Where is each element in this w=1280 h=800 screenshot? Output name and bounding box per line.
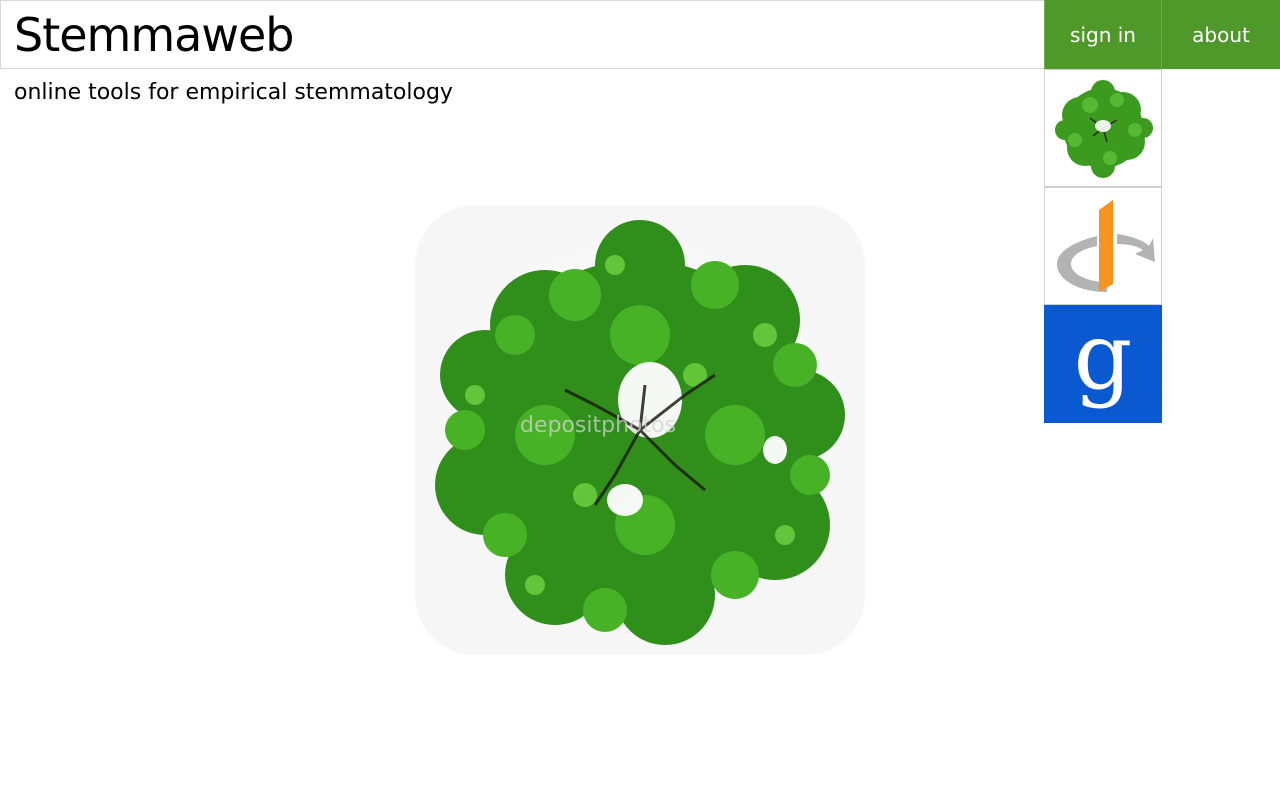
hero-tree-image bbox=[415, 205, 865, 655]
google-g-icon: g bbox=[1073, 305, 1133, 410]
header-bar: Stemmaweb bbox=[0, 0, 1044, 69]
hero-watermark: depositphotos bbox=[520, 413, 677, 438]
tagline: online tools for empirical stemmatology bbox=[14, 80, 453, 105]
sign-in-button[interactable]: sign in bbox=[1044, 0, 1161, 69]
google-login-tile[interactable]: g bbox=[1044, 305, 1162, 423]
openid-login-tile[interactable] bbox=[1044, 187, 1162, 305]
about-button[interactable]: about bbox=[1161, 0, 1280, 69]
stemmaweb-login-tile[interactable] bbox=[1044, 69, 1162, 187]
openid-icon bbox=[1057, 200, 1155, 292]
tree-icon bbox=[1055, 80, 1153, 178]
site-title[interactable]: Stemmaweb bbox=[14, 8, 294, 62]
